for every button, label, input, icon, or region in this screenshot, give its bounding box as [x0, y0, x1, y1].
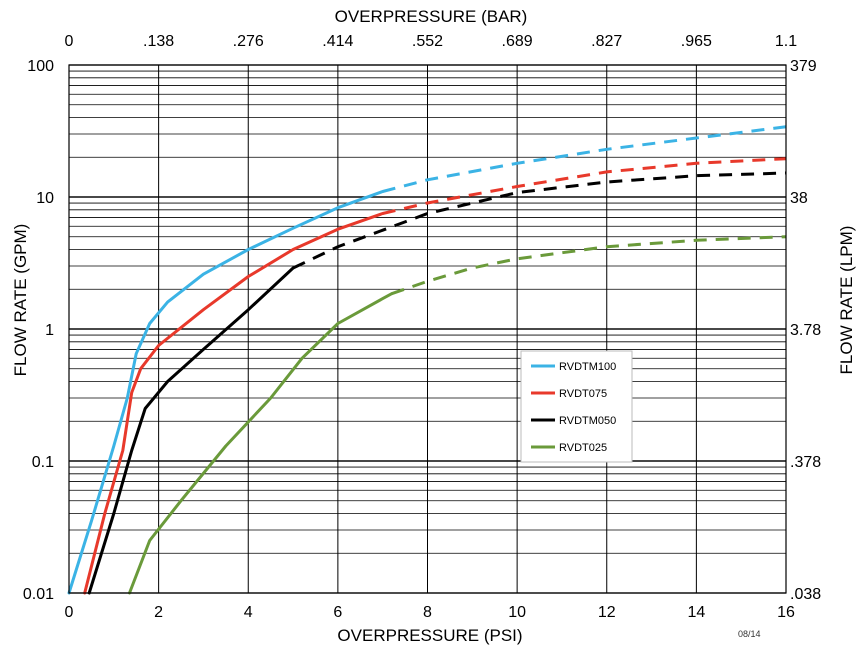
- x-top-tick-label: .138: [143, 33, 174, 50]
- y-right-axis-title: FLOW RATE (LPM): [837, 226, 856, 375]
- x-top-tick-label: .414: [322, 33, 353, 50]
- series-line-solid: [67, 190, 385, 595]
- series-line-solid: [128, 292, 394, 595]
- footnote-date: 08/14: [738, 629, 761, 639]
- y-tick-label: 0.01: [23, 586, 54, 603]
- x-top-tick-label: .827: [591, 33, 622, 50]
- x-bottom-ticks: 0 2 4 6 8 10 12 14 16: [65, 604, 795, 621]
- y-right-ticks: .038 .378 3.78 38 379: [790, 58, 821, 603]
- x-tick-label: 10: [508, 604, 526, 621]
- legend-label: RVDTM100: [559, 361, 616, 373]
- series-line-dashed: [391, 235, 787, 296]
- y-tick-label: 100: [27, 58, 54, 75]
- x-tick-label: 4: [244, 604, 253, 621]
- y-right-tick-label: 3.78: [790, 322, 821, 339]
- legend: RVDTM100 RVDT075 RVDTM050 RVDT025: [520, 350, 633, 463]
- legend-label: RVDT075: [559, 388, 607, 400]
- grid-lines: [68, 64, 787, 594]
- series-line-dashed: [292, 171, 787, 270]
- y-right-tick-label: .038: [790, 586, 821, 603]
- x-top-tick-label: 1.1: [775, 33, 797, 50]
- series-line-dashed: [382, 125, 787, 193]
- x-bottom-axis-title: OVERPRESSURE (PSI): [337, 626, 522, 645]
- y-tick-label: 10: [36, 190, 54, 207]
- y-left-ticks: 0.01 0.1 1 10 100: [23, 58, 54, 603]
- y-right-tick-label: 379: [790, 58, 817, 75]
- x-tick-label: 8: [423, 604, 432, 621]
- x-tick-label: 6: [333, 604, 342, 621]
- legend-label: RVDT025: [559, 442, 607, 454]
- x-top-tick-label: .689: [502, 33, 533, 50]
- x-top-ticks: 0 .138 .276 .414 .552 .689 .827 .965 1.1: [65, 33, 798, 50]
- plot-frame: [68, 64, 787, 594]
- x-top-tick-label: .552: [412, 33, 443, 50]
- legend-box: [520, 350, 633, 463]
- y-right-tick-label: 38: [790, 190, 808, 207]
- x-top-tick-label: .276: [233, 33, 264, 50]
- x-tick-label: 16: [777, 604, 795, 621]
- x-tick-label: 0: [65, 604, 74, 621]
- y-tick-label: 0.1: [32, 454, 54, 471]
- series-line-dashed: [382, 157, 787, 215]
- y-tick-label: 1: [45, 322, 54, 339]
- series-lines: [67, 125, 787, 595]
- x-top-tick-label: .965: [681, 33, 712, 50]
- y-right-tick-label: .378: [790, 454, 821, 471]
- series-line-solid: [83, 212, 385, 595]
- x-top-axis-title: OVERPRESSURE (BAR): [335, 7, 528, 26]
- x-top-tick-label: 0: [65, 33, 74, 50]
- x-tick-label: 12: [598, 604, 616, 621]
- legend-label: RVDTM050: [559, 415, 616, 427]
- x-tick-label: 2: [154, 604, 163, 621]
- y-left-axis-title: FLOW RATE (GPM): [11, 224, 30, 377]
- series-line-solid: [87, 266, 295, 595]
- x-tick-label: 14: [687, 604, 705, 621]
